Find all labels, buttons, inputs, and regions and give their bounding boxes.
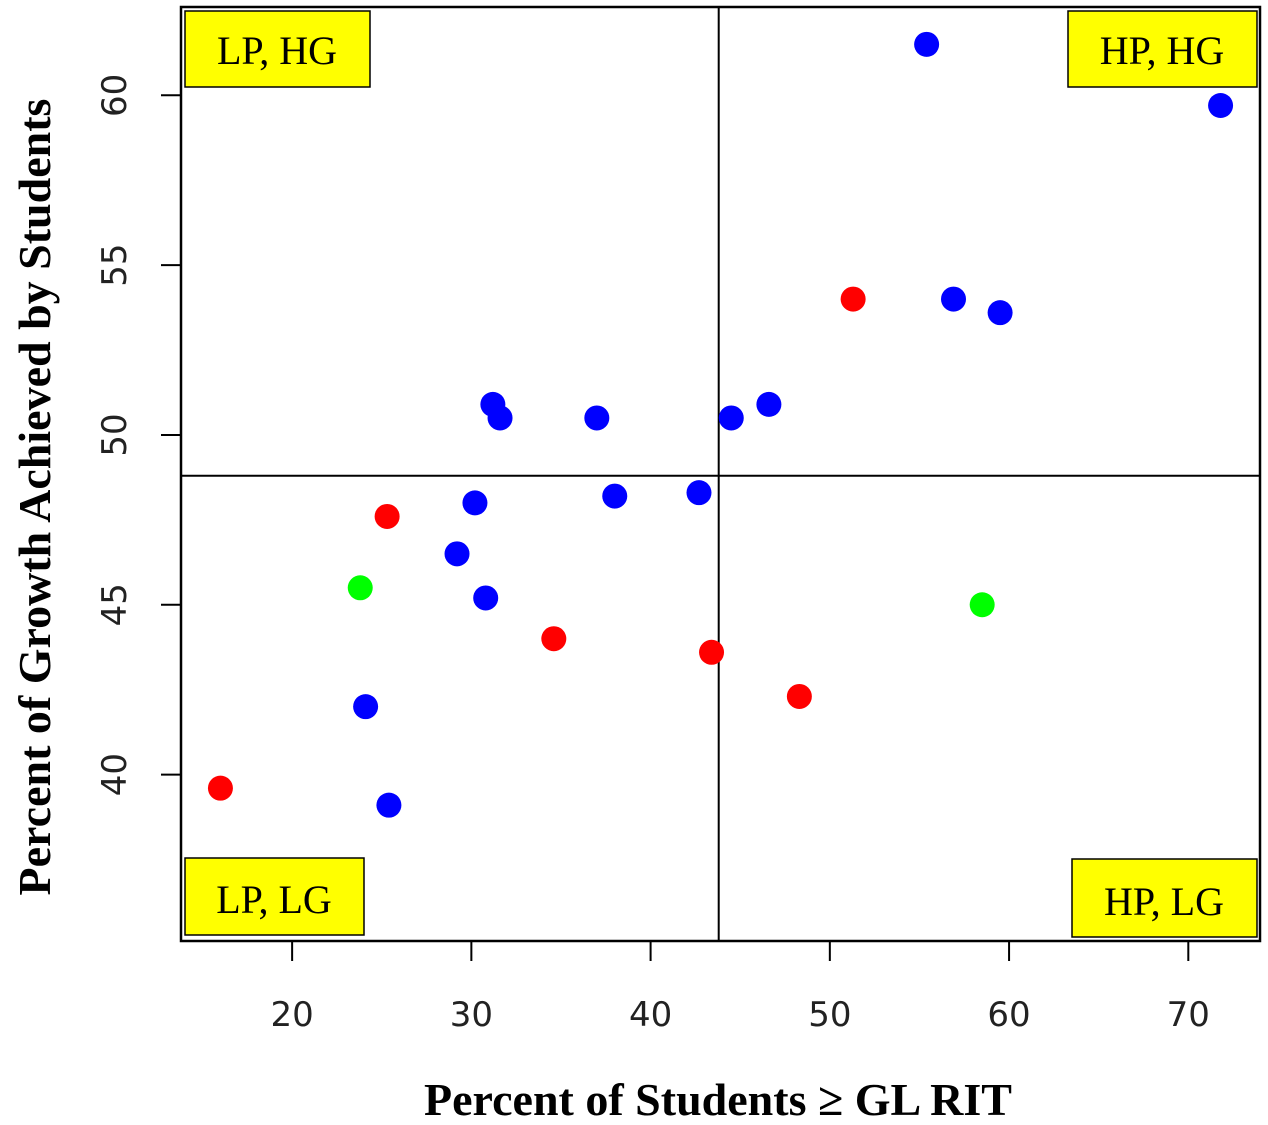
- data-point: [207, 775, 233, 801]
- reference-lines: [181, 7, 1260, 941]
- data-point: [941, 286, 967, 312]
- quadrant-label-box: [1071, 858, 1258, 938]
- y-tick-label: 45: [95, 583, 135, 626]
- data-point: [376, 792, 402, 818]
- y-tick-label: 40: [95, 753, 135, 796]
- data-point: [541, 626, 567, 652]
- data-point: [840, 286, 866, 312]
- quadrant-label-box: [184, 10, 371, 88]
- data-point: [786, 683, 812, 709]
- data-point: [686, 480, 712, 506]
- quadrant-label-text: LP, HG: [217, 28, 337, 73]
- y-tick-label: 60: [95, 74, 135, 117]
- y-axis-title: Percent of Growth Achieved by Students: [9, 99, 60, 896]
- x-tick-label: 40: [629, 995, 672, 1035]
- data-point: [584, 405, 610, 431]
- y-tick-label: 50: [95, 413, 135, 456]
- data-point: [969, 592, 995, 618]
- x-tick-label: 20: [270, 995, 313, 1035]
- data-point: [347, 575, 373, 601]
- x-tick-label: 50: [808, 995, 851, 1035]
- quadrant-label-top-right: HP, HG: [1067, 10, 1258, 88]
- data-point: [374, 503, 400, 529]
- quadrant-label-text: HP, LG: [1104, 879, 1224, 924]
- quadrant-label-text: LP, LG: [216, 877, 332, 922]
- x-axis: 20 30 40 50 60 70: [270, 941, 1210, 1035]
- x-tick-label: 60: [987, 995, 1030, 1035]
- data-point: [987, 300, 1013, 326]
- data-point: [462, 490, 488, 516]
- quadrant-label-text: HP, HG: [1100, 28, 1224, 73]
- x-axis-title: Percent of Students ≥ GL RIT: [424, 1074, 1012, 1125]
- quadrant-label-bottom-left: LP, LG: [184, 857, 365, 936]
- data-point: [1208, 92, 1234, 118]
- data-point: [487, 405, 513, 431]
- data-point: [602, 483, 628, 509]
- y-axis: 40 45 50 55 60: [95, 74, 181, 796]
- y-tick-label: 55: [95, 243, 135, 286]
- quadrant-label-box: [184, 857, 365, 936]
- data-point: [756, 391, 782, 417]
- x-tick-label: 30: [450, 995, 493, 1035]
- data-point: [444, 541, 470, 567]
- data-point: [353, 694, 379, 720]
- quadrant-label-bottom-right: HP, LG: [1071, 858, 1258, 938]
- data-point: [473, 585, 499, 611]
- quadrant-label-top-left: LP, HG: [184, 10, 371, 88]
- quadrant-label-box: [1067, 10, 1258, 88]
- x-tick-label: 70: [1167, 995, 1210, 1035]
- data-point: [718, 405, 744, 431]
- data-points: [207, 31, 1234, 818]
- plot-frame: [179, 5, 1262, 943]
- data-point: [699, 639, 725, 665]
- data-point: [914, 31, 940, 57]
- quadrant-labels: LP, HG HP, HG LP, LG HP, LG: [184, 10, 1258, 938]
